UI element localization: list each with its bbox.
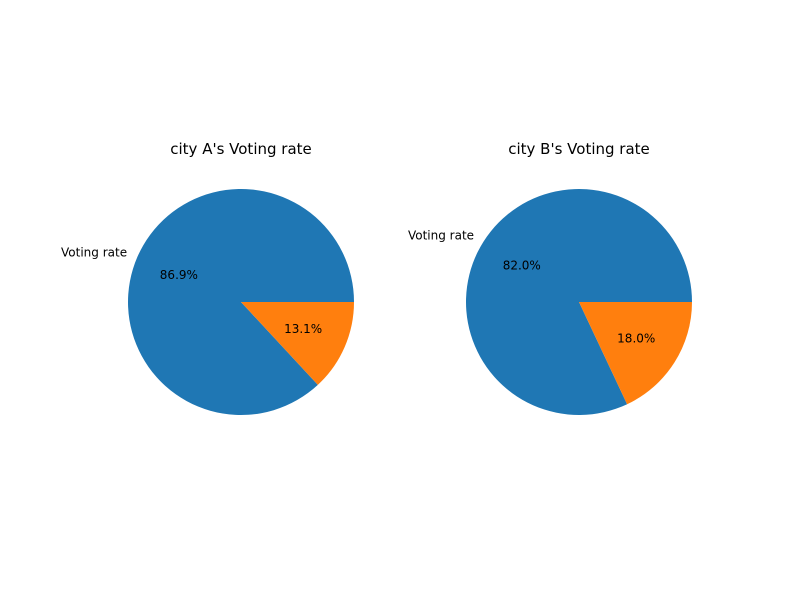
chart-title: city A's Voting rate [170, 140, 312, 158]
slice-percent-label: 13.1% [284, 322, 322, 336]
pie-chart-city-a: 86.9% Voting rate 13.1% city A's Voting rat… [61, 140, 354, 415]
pie-slice [241, 302, 354, 385]
slice-percent-label: 18.0% [617, 331, 655, 345]
pie-slice [466, 188, 692, 415]
slice-percent-label: 86.9% [160, 268, 198, 282]
slice-label: Voting rate [61, 245, 127, 259]
chart-title: city B's Voting rate [508, 140, 650, 158]
slice-percent-label: 82.0% [503, 259, 541, 273]
pie-slice [579, 302, 692, 405]
slice-label: Voting rate [408, 228, 474, 242]
pie-chart-city-b: 82.0% Voting rate 18.0% city B's Voting rat… [408, 140, 692, 415]
